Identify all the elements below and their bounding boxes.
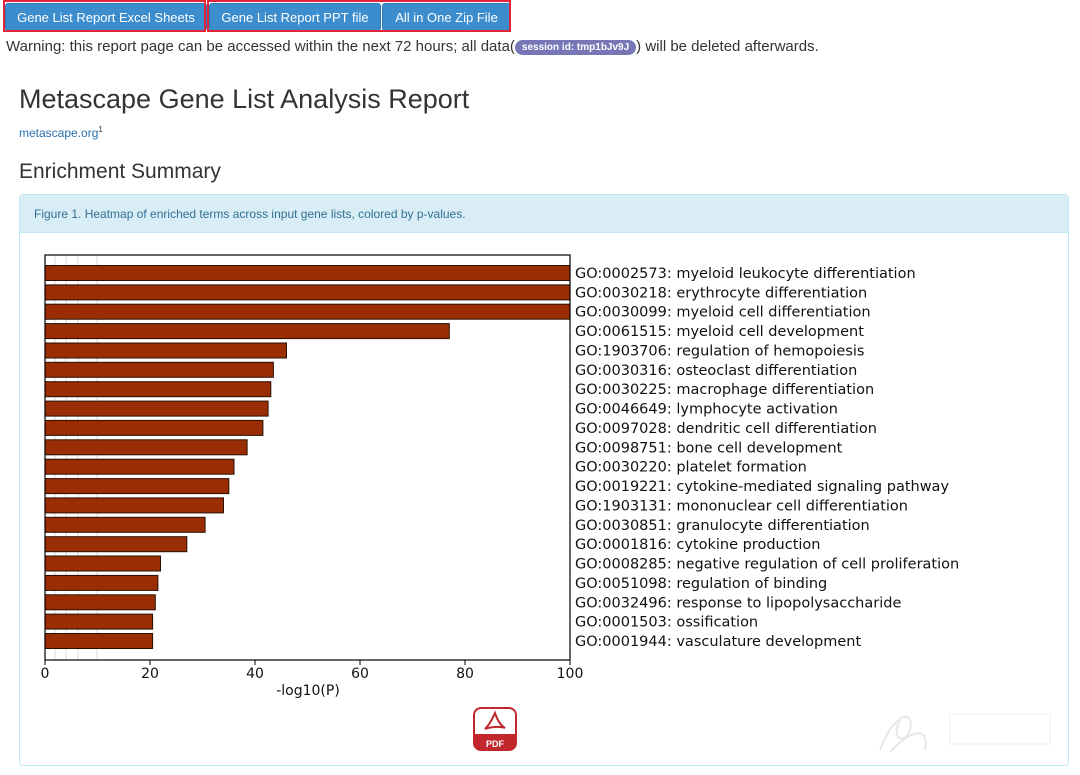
section-title: Enrichment Summary xyxy=(19,160,221,183)
figure-caption: Figure 1. Heatmap of enriched terms acro… xyxy=(20,195,1068,233)
excel-sheets-button[interactable]: Gene List Report Excel Sheets xyxy=(5,3,207,31)
bar-11 xyxy=(44,478,230,495)
x-tick-label-0: 0 xyxy=(41,666,50,682)
bar-15 xyxy=(44,555,161,572)
zip-file-button[interactable]: All in One Zip File xyxy=(382,3,511,31)
category-label-6: GO:0030225: macrophage differentiation xyxy=(575,382,874,398)
bar-10 xyxy=(44,458,235,475)
category-label-7: GO:0046649: lymphocyte activation xyxy=(575,402,838,418)
category-label-11: GO:0019221: cytokine-mediated signaling … xyxy=(575,479,949,495)
pdf-label: PDF xyxy=(486,739,505,749)
bar-9 xyxy=(44,439,248,456)
bar-7 xyxy=(44,400,269,417)
x-tick-label-1: 20 xyxy=(141,666,159,682)
bar-16 xyxy=(44,574,159,591)
x-tick-label-4: 80 xyxy=(456,666,474,682)
bar-4 xyxy=(44,342,287,359)
category-label-0: GO:0002573: myeloid leukocyte differenti… xyxy=(575,266,916,282)
category-label-14: GO:0001816: cytokine production xyxy=(575,537,820,553)
category-label-17: GO:0032496: response to lipopolysacchari… xyxy=(575,595,901,611)
warning-prefix: Warning: this report page can be accesse… xyxy=(6,38,515,55)
category-label-2: GO:0030099: myeloid cell differentiation xyxy=(575,305,871,321)
category-label-8: GO:0097028: dendritic cell differentiati… xyxy=(575,421,877,437)
category-label-12: GO:1903131: mononuclear cell differentia… xyxy=(575,498,908,514)
footnote-marker: 1 xyxy=(98,125,103,134)
metascape-link-text: metascape.org xyxy=(19,126,99,140)
bar-17 xyxy=(44,594,156,611)
x-tick-label-2: 40 xyxy=(246,666,264,682)
category-label-10: GO:0030220: platelet formation xyxy=(575,460,807,476)
bar-0 xyxy=(44,265,571,281)
warning-suffix: ) will be deleted afterwards. xyxy=(636,38,819,55)
warning-message: Warning: this report page can be accesse… xyxy=(6,38,819,55)
bar-18 xyxy=(44,613,154,630)
pdf-download-icon[interactable]: PDF xyxy=(473,707,517,751)
bar-3 xyxy=(44,323,450,340)
category-label-16: GO:0051098: regulation of binding xyxy=(575,576,827,592)
bar-1 xyxy=(44,284,571,301)
metascape-link[interactable]: metascape.org1 xyxy=(19,125,103,140)
category-label-13: GO:0030851: granulocyte differentiation xyxy=(575,518,870,534)
category-label-1: GO:0030218: erythrocyte differentiation xyxy=(575,285,867,301)
category-label-9: GO:0098751: bone cell development xyxy=(575,440,843,456)
category-label-18: GO:0001503: ossification xyxy=(575,615,758,631)
category-label-5: GO:0030316: osteoclast differentiation xyxy=(575,363,857,379)
category-label-19: GO:0001944: vasculature development xyxy=(575,634,861,650)
category-label-15: GO:0008285: negative regulation of cell … xyxy=(575,557,959,573)
watermark-logo xyxy=(879,713,1051,753)
bar-14 xyxy=(44,536,188,553)
bar-12 xyxy=(44,497,224,514)
bar-13 xyxy=(44,516,206,533)
bar-19 xyxy=(44,633,154,649)
page-title: Metascape Gene List Analysis Report xyxy=(19,84,470,114)
x-tick-label-5: 100 xyxy=(557,666,584,682)
bar-8 xyxy=(44,419,264,436)
bar-6 xyxy=(44,381,272,398)
highlight-box-right xyxy=(207,0,511,32)
category-label-4: GO:1903706: regulation of hemopoiesis xyxy=(575,344,864,360)
x-tick-label-3: 60 xyxy=(351,666,369,682)
highlight-box-left xyxy=(3,0,206,32)
enrichment-bar-chart: GO:0002573: myeloid leukocyte differenti… xyxy=(41,254,959,699)
session-badge: session id: tmp1bJv9J xyxy=(514,40,637,55)
bar-5 xyxy=(44,361,274,378)
category-label-3: GO:0061515: myeloid cell development xyxy=(575,324,864,340)
bar-2 xyxy=(44,303,571,320)
plot-frame xyxy=(44,254,571,661)
x-axis-label: -log10(P) xyxy=(276,683,340,699)
